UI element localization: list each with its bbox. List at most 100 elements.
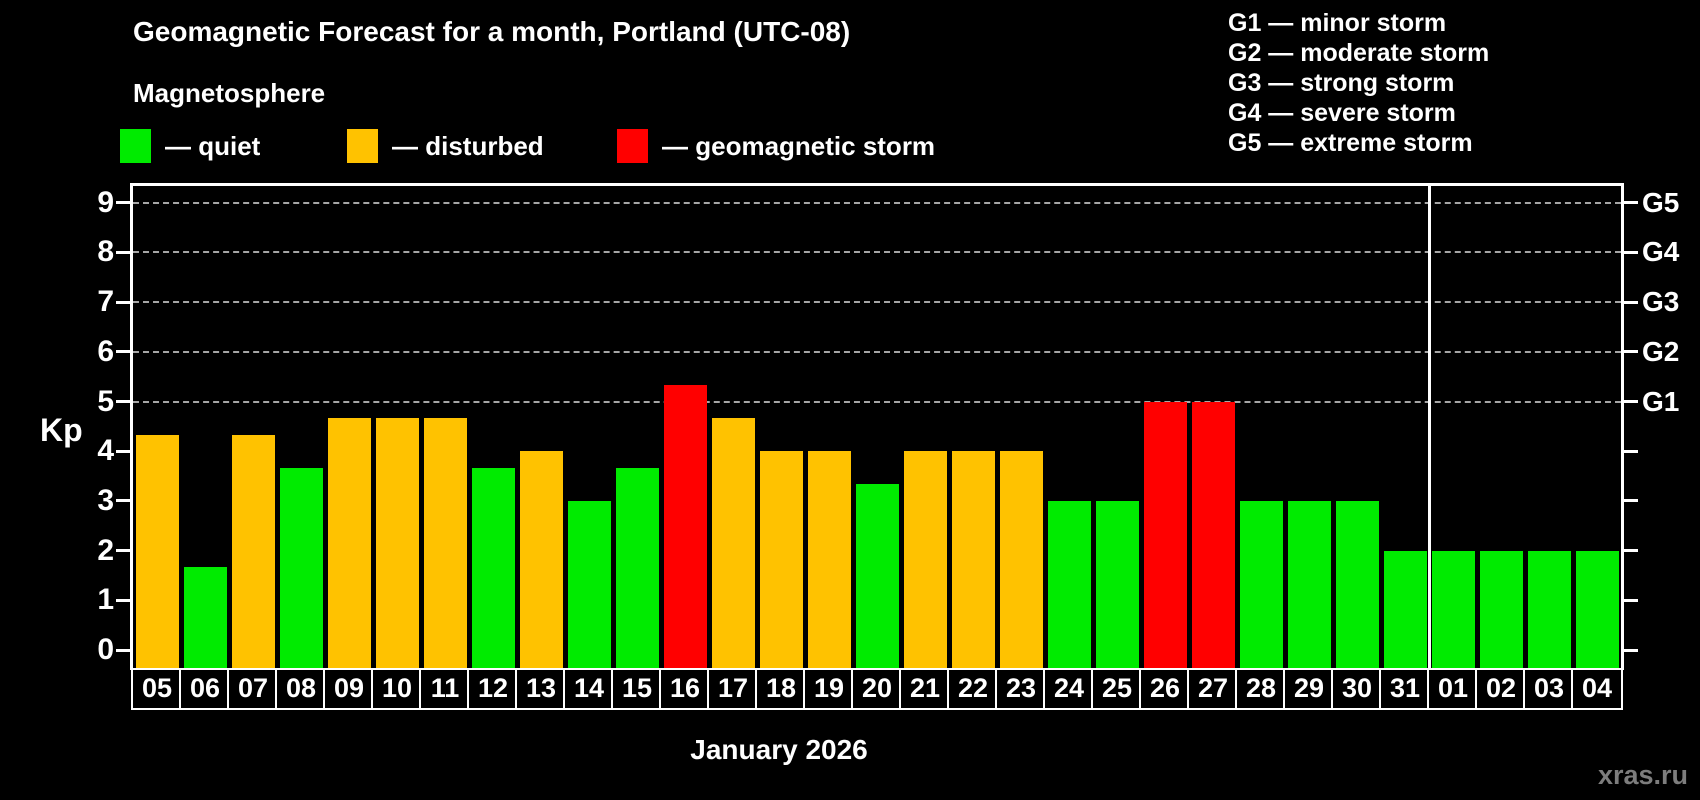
date-box-03: 03 xyxy=(1523,668,1575,710)
y-tick-label-1: 1 xyxy=(97,583,114,617)
plot-area xyxy=(130,183,1624,670)
bar-day-22 xyxy=(951,451,995,668)
magnetosphere-label: Magnetosphere xyxy=(133,78,326,108)
bar-day-28 xyxy=(1239,500,1283,668)
y-tick-right-8 xyxy=(1624,250,1638,254)
bar-day-06 xyxy=(183,567,227,668)
date-box-10: 10 xyxy=(371,668,423,710)
y-tick-label-7: 7 xyxy=(97,285,114,319)
gridline-kp-5 xyxy=(133,400,1621,403)
date-box-08: 08 xyxy=(275,668,327,710)
bar-day-14 xyxy=(567,500,611,668)
y-tick-label-6: 6 xyxy=(97,334,114,368)
bar-day-10 xyxy=(375,417,419,668)
g-scale-label-G3: G3 xyxy=(1642,286,1680,318)
bar-day-27 xyxy=(1191,401,1235,668)
y-tick-right-7 xyxy=(1624,300,1638,304)
y-tick-left-3 xyxy=(116,499,130,503)
date-box-28: 28 xyxy=(1235,668,1287,710)
y-tick-right-6 xyxy=(1624,350,1638,354)
y-tick-left-5 xyxy=(116,400,130,403)
date-box-13: 13 xyxy=(515,668,567,710)
g-scale-label-G5: G5 xyxy=(1642,186,1680,218)
bar-day-05 xyxy=(135,434,179,668)
bar-day-09 xyxy=(327,417,371,668)
storm-scale-g3: G3 — strong storm xyxy=(1228,69,1455,97)
disturbed-color-swatch xyxy=(347,129,378,163)
y-tick-label-5: 5 xyxy=(97,384,114,418)
date-box-12: 12 xyxy=(467,668,519,710)
quiet-label: — quiet xyxy=(165,130,261,161)
bar-day-25 xyxy=(1095,500,1139,668)
quiet-color-swatch xyxy=(120,129,151,163)
y-tick-left-1 xyxy=(116,598,130,602)
bar-day-19 xyxy=(807,451,851,668)
bar-day-07 xyxy=(231,434,275,668)
chart-title: Geomagnetic Forecast for a month, Portla… xyxy=(133,16,851,47)
date-box-01: 01 xyxy=(1427,668,1479,710)
bar-day-29 xyxy=(1287,500,1331,668)
y-tick-left-9 xyxy=(116,201,130,205)
bar-day-12 xyxy=(471,467,515,668)
y-tick-label-0: 0 xyxy=(97,633,114,666)
storm-label: — geomagnetic storm xyxy=(662,130,936,161)
date-box-02: 02 xyxy=(1475,668,1527,710)
y-tick-right-2 xyxy=(1624,549,1638,553)
watermark: xras.ru xyxy=(1597,760,1688,790)
y-tick-left-0 xyxy=(116,648,130,652)
storm-scale-legend: G1 — minor storm G2 — moderate storm G3 … xyxy=(1228,8,1489,158)
date-box-30: 30 xyxy=(1331,668,1383,710)
bar-day-31 xyxy=(1383,550,1427,668)
gridline-kp-8 xyxy=(133,251,1621,254)
y-axis-title: Kp xyxy=(40,412,83,448)
date-box-04: 04 xyxy=(1571,668,1623,710)
y-tick-label-8: 8 xyxy=(97,235,114,269)
date-box-20: 20 xyxy=(851,668,903,710)
y-tick-right-0 xyxy=(1624,648,1638,652)
gridline-kp-6 xyxy=(133,350,1621,353)
bar-day-24 xyxy=(1047,500,1091,668)
bar-day-17 xyxy=(711,417,755,668)
bar-day-04 xyxy=(1575,550,1619,668)
y-tick-label-2: 2 xyxy=(97,533,114,567)
y-tick-label-9: 9 xyxy=(97,185,114,219)
storm-scale-g2: G2 — moderate storm xyxy=(1228,39,1490,67)
bar-day-30 xyxy=(1335,500,1379,668)
date-box-22: 22 xyxy=(947,668,999,710)
storm-scale-g4: G4 — severe storm xyxy=(1228,99,1456,127)
bar-day-03 xyxy=(1527,550,1571,668)
g-scale-label-G1: G1 xyxy=(1642,385,1680,417)
bar-day-23 xyxy=(999,451,1043,668)
y-tick-left-8 xyxy=(116,250,130,254)
date-box-27: 27 xyxy=(1187,668,1239,710)
g-scale-label-G2: G2 xyxy=(1642,335,1680,367)
date-box-19: 19 xyxy=(803,668,855,710)
y-tick-right-1 xyxy=(1624,598,1638,602)
date-box-24: 24 xyxy=(1043,668,1095,710)
date-box-17: 17 xyxy=(707,668,759,710)
y-tick-right-9 xyxy=(1624,201,1638,205)
bar-day-15 xyxy=(615,467,659,668)
bar-day-21 xyxy=(903,451,947,668)
legend-item-disturbed: — disturbed xyxy=(347,128,544,164)
storm-scale-g5: G5 — extreme storm xyxy=(1228,129,1473,157)
date-box-15: 15 xyxy=(611,668,663,710)
y-tick-right-4 xyxy=(1624,449,1638,453)
date-box-14: 14 xyxy=(563,668,615,710)
bar-day-13 xyxy=(519,451,563,668)
month-separator xyxy=(1427,186,1431,668)
date-box-26: 26 xyxy=(1139,668,1191,710)
storm-scale-g1: G1 — minor storm xyxy=(1228,9,1447,37)
g-scale-label-G4: G4 xyxy=(1642,236,1680,268)
gridline-kp-9 xyxy=(133,201,1621,204)
disturbed-label: — disturbed xyxy=(392,130,544,161)
legend-item-storm: — geomagnetic storm xyxy=(617,128,935,164)
y-tick-label-3: 3 xyxy=(97,483,114,517)
date-box-11: 11 xyxy=(419,668,471,710)
y-tick-label-4: 4 xyxy=(97,434,114,468)
y-tick-left-4 xyxy=(116,449,130,453)
date-box-05: 05 xyxy=(131,668,183,710)
date-box-07: 07 xyxy=(227,668,279,710)
